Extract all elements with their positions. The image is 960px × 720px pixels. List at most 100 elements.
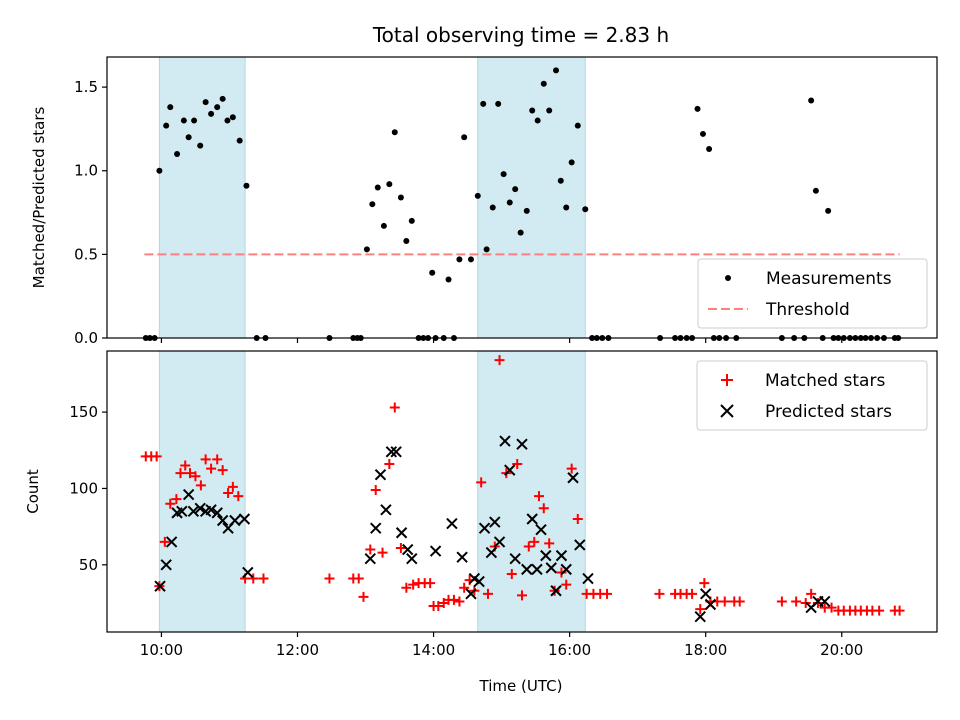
measurement-point: [197, 142, 204, 149]
predicted-point: [242, 566, 254, 579]
predicted-point: [704, 598, 717, 611]
predicted-point: [509, 552, 521, 565]
matched-point: [448, 594, 459, 605]
matched-point: [538, 503, 549, 514]
predicted-point: [401, 543, 414, 556]
matched-point: [223, 488, 234, 499]
legend-predicted-marker: [720, 404, 734, 418]
predicted-point: [364, 552, 376, 565]
matched-point: [719, 596, 730, 607]
measurement-point: [363, 246, 370, 253]
measurement-point: [474, 192, 481, 199]
measurement-point: [512, 186, 519, 193]
predicted-point: [526, 513, 538, 525]
predicted-point: [229, 514, 241, 527]
matched-point: [433, 601, 444, 612]
bottom-y-tick-label: 150: [69, 403, 98, 421]
matched-point: [217, 465, 228, 476]
predicted-point: [385, 446, 398, 458]
predicted-point: [205, 504, 217, 516]
measurement-point: [812, 187, 819, 194]
bottom-panel: 50 100 150 10:00 12:00 14:00 16:00 18:00 20:00 Co…: [24, 350, 938, 659]
matched-point: [776, 596, 787, 607]
matched-point: [654, 588, 665, 599]
top-plot-frame: [106, 56, 938, 339]
matched-point: [171, 494, 182, 505]
predicted-point: [406, 552, 418, 565]
measurement-point: [694, 105, 701, 112]
predicted-point: [194, 502, 206, 515]
matched-point: [233, 491, 244, 502]
matched-point: [529, 536, 540, 547]
matched-point: [190, 471, 201, 482]
measurement-point: [185, 134, 192, 141]
measurement-point: [219, 95, 226, 102]
matched-point: [165, 498, 176, 509]
predicted-point: [504, 464, 516, 476]
legend-label: Predicted stars: [765, 402, 892, 422]
matched-point: [408, 579, 419, 590]
x-tick-label: 16:00: [548, 641, 591, 659]
measurement-point: [391, 129, 398, 136]
predicted-point: [499, 435, 511, 447]
measurement-point: [174, 151, 181, 158]
measurement-point: [243, 182, 250, 189]
measurement-point: [495, 100, 502, 107]
matched-point: [894, 605, 905, 616]
x-tick-label: 20:00: [820, 641, 863, 659]
predicted-point: [493, 536, 506, 548]
predicted-point: [165, 536, 178, 548]
measurement-point: [553, 67, 560, 74]
top-y-tick-label: 1.5: [74, 78, 98, 96]
measurement-point: [224, 117, 231, 124]
matched-point: [699, 578, 710, 589]
predicted-point: [555, 549, 568, 562]
measurement-point: [563, 204, 570, 211]
matched-point: [175, 468, 186, 479]
top-y-tick-label: 0.5: [74, 245, 98, 263]
measurement-point: [506, 199, 513, 206]
measurement-point: [825, 207, 832, 214]
measurement-point: [706, 145, 713, 152]
predicted-point: [560, 563, 572, 576]
measurement-point: [167, 104, 174, 111]
predicted-point: [694, 611, 706, 623]
predicted-point: [429, 545, 442, 557]
matched-point: [227, 481, 238, 492]
matched-point: [476, 477, 487, 488]
predicted-point: [154, 580, 166, 592]
matched-point: [377, 547, 388, 558]
predicted-point: [489, 516, 501, 528]
measurement-point: [699, 130, 706, 137]
predicted-point: [540, 549, 552, 562]
matched-point: [389, 402, 400, 413]
matched-point: [687, 588, 698, 599]
predicted-point: [582, 572, 594, 585]
measurement-point: [540, 80, 547, 87]
matched-point: [358, 591, 369, 602]
measurement-point: [180, 117, 187, 124]
measurement-point: [229, 114, 236, 121]
matched-point: [395, 543, 406, 554]
predicted-point: [216, 514, 229, 527]
predicted-point: [390, 446, 402, 458]
measurement-point: [386, 181, 393, 188]
x-tick-label: 18:00: [684, 641, 727, 659]
matched-point: [195, 480, 206, 491]
matched-point: [494, 355, 505, 366]
measurement-point: [529, 107, 536, 114]
measurement-point: [429, 269, 436, 276]
matched-point: [791, 596, 802, 607]
bottom-series-predicted-stars: [154, 435, 831, 623]
x-axis-title: Time (UTC): [479, 677, 563, 695]
measurement-point: [163, 122, 170, 129]
matched-point: [482, 588, 493, 599]
matched-point: [517, 590, 527, 601]
matched-point: [365, 544, 376, 555]
measurement-point: [456, 256, 463, 263]
measurement-point: [523, 207, 530, 214]
matched-point: [370, 484, 381, 495]
top-panel: 0.0 0.5 1.0 1.5 Matched/Predicted stars Measu…: [30, 56, 938, 347]
top-y-axis-title: Matched/Predicted stars: [30, 107, 48, 289]
top-legend: Measurements Threshold: [697, 258, 928, 329]
